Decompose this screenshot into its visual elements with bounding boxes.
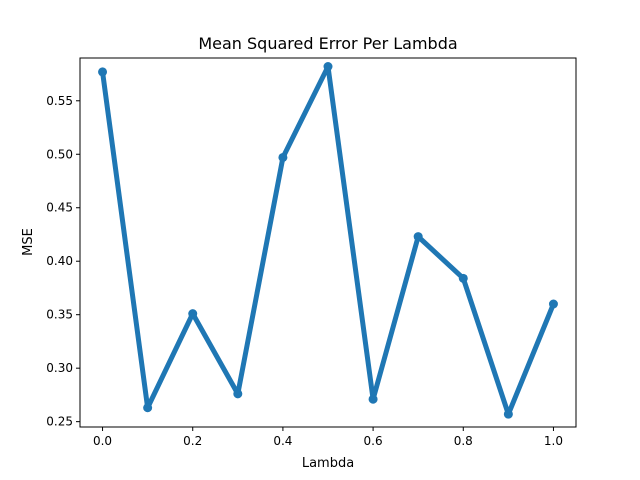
x-tick-label: 0.4 (273, 434, 292, 448)
data-point (458, 273, 468, 283)
data-point (323, 62, 333, 72)
x-tick-label: 0.6 (364, 434, 383, 448)
x-tick-label: 0.2 (183, 434, 202, 448)
data-point (413, 232, 423, 242)
chart-title: Mean Squared Error Per Lambda (198, 34, 457, 53)
x-tick-label: 1.0 (544, 434, 563, 448)
data-point (503, 409, 513, 419)
x-tick-label: 0.0 (93, 434, 112, 448)
data-point (368, 394, 378, 404)
y-tick-label: 0.25 (46, 415, 73, 429)
x-tick-label: 0.8 (454, 434, 473, 448)
data-point (548, 299, 558, 309)
plot-area (79, 57, 577, 428)
y-tick-label: 0.30 (46, 361, 73, 375)
axis-ticks: 0.0 0.2 0.4 0.6 0.8 1.0 0.25 0.30 0.35 0.40 0.45 0.… (46, 94, 563, 448)
data-point (233, 389, 243, 399)
y-axis-label: MSE (21, 228, 36, 256)
y-tick-label: 0.50 (46, 147, 73, 161)
y-tick-label: 0.35 (46, 308, 73, 322)
data-point (98, 67, 108, 77)
data-point (278, 152, 288, 162)
data-point (188, 309, 198, 319)
series-layer (98, 62, 558, 419)
y-tick-label: 0.55 (46, 94, 73, 108)
data-point (143, 403, 153, 413)
y-tick-label: 0.40 (46, 254, 73, 268)
x-axis-label: Lambda (302, 456, 354, 471)
y-tick-label: 0.45 (46, 201, 73, 215)
